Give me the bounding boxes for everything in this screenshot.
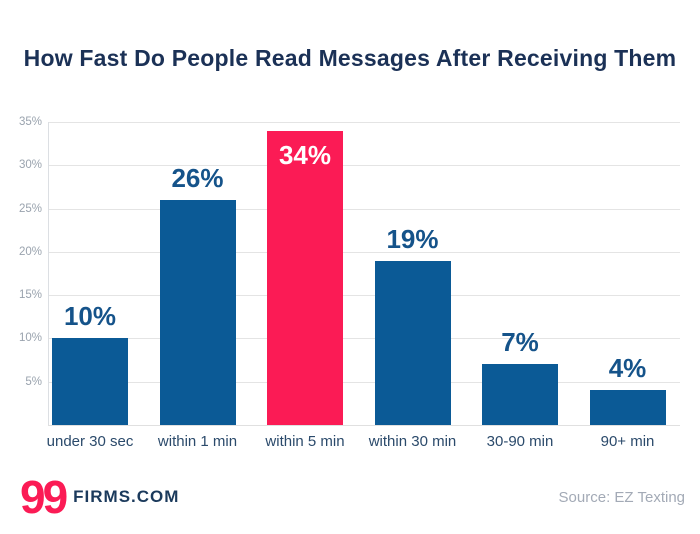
y-axis-tick-label: 5% <box>25 375 42 388</box>
y-axis-tick-label: 25% <box>18 202 42 215</box>
x-axis-category-label: within 5 min <box>265 433 345 450</box>
bar-value-label: 34% <box>278 139 332 170</box>
y-axis-tick-label: 30% <box>18 159 42 172</box>
x-axis-category-label: 90+ min <box>600 433 655 450</box>
x-axis-category-label: 30-90 min <box>486 433 554 450</box>
gridline <box>48 122 680 123</box>
gridline <box>48 251 680 253</box>
bar-value-label: 10% <box>63 301 117 332</box>
logo-firms-text: FIRMS.COM <box>73 487 180 506</box>
chart-title: How Fast Do People Read Messages After R… <box>23 45 677 71</box>
y-axis-line <box>48 122 49 425</box>
y-axis-tick-label: 15% <box>18 289 42 302</box>
gridline <box>48 165 680 167</box>
bar-value-label: 4% <box>608 353 647 384</box>
x-axis-category-label: within 1 min <box>157 433 238 450</box>
gridline <box>48 295 680 297</box>
bar <box>374 260 451 425</box>
bar-value-label: 7% <box>501 327 539 358</box>
bar-value-label: 26% <box>171 162 224 193</box>
bar <box>482 364 558 425</box>
y-axis-tick-label: 35% <box>18 116 42 128</box>
99firms-logo: 99 FIRMS.COM <box>20 472 179 522</box>
gridline <box>48 338 680 340</box>
gridline <box>48 208 680 210</box>
bar-value-label: 19% <box>386 223 439 254</box>
bar-highlighted <box>267 130 343 425</box>
gridline <box>48 381 680 383</box>
y-axis-tick-label: 10% <box>18 332 42 345</box>
x-axis-category-label: under 30 sec <box>46 433 134 450</box>
bar <box>589 390 666 425</box>
y-axis-tick-label: 20% <box>18 245 42 258</box>
logo-99-mark: 99 <box>20 471 68 523</box>
x-axis-category-label: within 30 min <box>368 433 457 450</box>
plot-area: 5% 10% 15% 20% 25% 30% 35% 10% under 30 sec 26% wi… <box>19 116 680 450</box>
bar <box>52 338 128 425</box>
bar <box>159 199 236 425</box>
source-credit: Source: EZ Texting <box>558 489 685 506</box>
x-axis-line <box>48 425 680 426</box>
